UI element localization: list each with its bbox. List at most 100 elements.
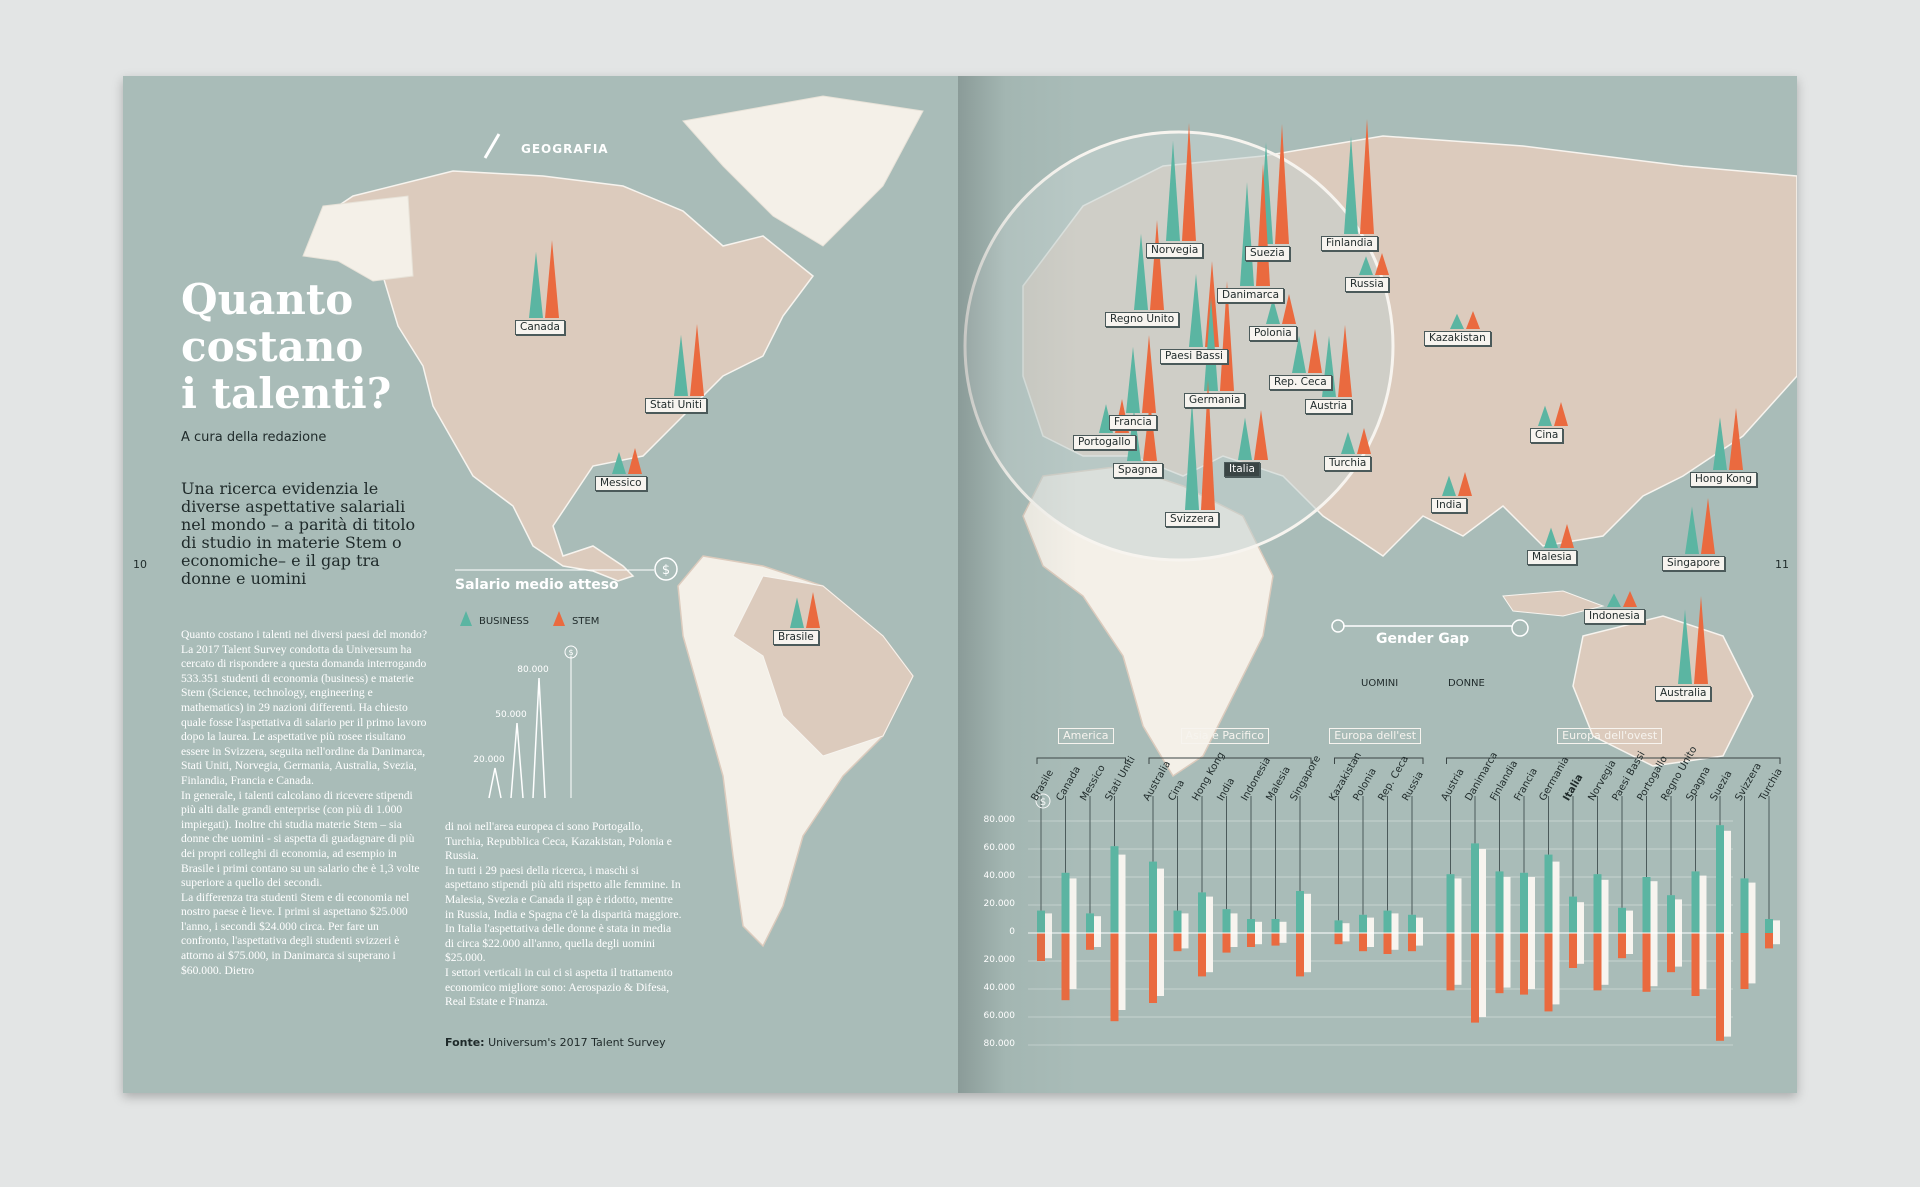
business-spike: [1134, 233, 1148, 310]
bar-stem-men: [1593, 933, 1602, 991]
bar-stem-women: [1230, 933, 1238, 947]
country-label: Paesi Bassi: [1160, 349, 1228, 364]
bar-stem-women: [1528, 933, 1535, 989]
bar-stem-women: [1503, 933, 1511, 988]
bar-business-men: [1359, 914, 1367, 933]
magazine-spread: $ $ 20.000 50.000 80.000 $ GEOGRAFIA Quanto…: [123, 76, 1797, 1093]
country-label: Turchia: [1324, 456, 1372, 471]
country-label: Kazakistan: [1424, 331, 1491, 346]
svg-text:$: $: [662, 563, 670, 578]
bar-stem-men: [1037, 933, 1045, 961]
bar-stem-men: [1618, 933, 1626, 959]
north-america-landmass: [322, 170, 815, 582]
region-label: Asia e Pacifico: [1180, 728, 1270, 744]
bar-business-women: [1416, 917, 1423, 933]
bar-stem-women: [1206, 933, 1213, 973]
business-spike: [1266, 298, 1280, 324]
page-number-right: 11: [1775, 558, 1789, 571]
business-spike: [1607, 593, 1621, 607]
bar-business-men: [1408, 914, 1416, 933]
business-spike: [1450, 313, 1464, 329]
stem-spike: [1205, 261, 1219, 347]
bar-business-men: [1667, 895, 1675, 933]
business-spike: [1292, 335, 1306, 373]
bar-business-women: [1304, 893, 1311, 933]
bar-stem-men: [1271, 933, 1280, 946]
bar-stem-women: [1577, 933, 1584, 964]
bar-business-men: [1173, 910, 1182, 933]
business-spike: [1344, 136, 1358, 234]
bar-stem-men: [1716, 933, 1724, 1041]
y-tick-label: 20.000: [983, 955, 1016, 965]
scale-spike: [488, 767, 502, 799]
country-label: Russia: [1345, 277, 1389, 292]
y-tick-label: 20.000: [983, 899, 1016, 909]
scale-tick-label: 50.000: [495, 710, 527, 720]
business-spike: [529, 251, 543, 318]
country-label: Rep. Ceca: [1269, 375, 1332, 390]
region-bracket: [1148, 757, 1312, 764]
spine-shadow: [958, 76, 1078, 1093]
business-spike: [1126, 346, 1140, 413]
region-bracket: [1446, 757, 1781, 764]
business-spike: [1442, 475, 1456, 496]
gender-gap-chart: $: [1028, 757, 1781, 1046]
bar-stem-women: [1255, 933, 1262, 945]
y-tick-label: 40.000: [983, 871, 1016, 881]
bar-business-women: [1479, 849, 1486, 933]
bar-stem-women: [1069, 933, 1077, 989]
bar-business-men: [1086, 913, 1094, 933]
chart-dollar-glyph: $: [1040, 797, 1046, 808]
stem-legend-label: STEM: [572, 616, 600, 627]
bar-stem-men: [1359, 933, 1367, 952]
bar-stem-women: [1367, 933, 1374, 947]
country-label: Indonesia: [1584, 609, 1645, 624]
country-label: Spagna: [1113, 463, 1163, 478]
business-spike: [674, 334, 688, 396]
subtitle: Una ricerca evidenzia le diverse aspetta…: [181, 479, 416, 588]
alaska-landmass: [302, 195, 414, 282]
stem-spike: [1729, 408, 1743, 470]
bar-business-men: [1569, 896, 1577, 933]
bar-business-women: [1503, 877, 1511, 933]
body-text-column-2: di noi nell'area europea ci sono Portoga…: [445, 820, 682, 1009]
bar-business-men: [1618, 907, 1626, 933]
bar-stem-men: [1446, 933, 1455, 991]
bar-business-men: [1198, 892, 1206, 933]
bar-stem-men: [1691, 933, 1700, 996]
bar-business-women: [1577, 902, 1584, 933]
indonesia-landmass: [1502, 590, 1605, 617]
bar-business-men: [1334, 920, 1343, 933]
stem-spike: [1201, 380, 1215, 510]
business-spike: [1544, 527, 1558, 548]
scale-tick-label: 20.000: [473, 755, 505, 765]
region-bracket: [1334, 757, 1424, 764]
stem-spike: [1701, 498, 1715, 554]
bar-stem-women: [1391, 933, 1399, 950]
country-label: Australia: [1655, 686, 1712, 701]
bar-stem-women: [1342, 933, 1350, 942]
business-spike: [1678, 609, 1692, 684]
bar-business-women: [1454, 878, 1462, 933]
world-map: $ $ 20.000 50.000 80.000 $: [302, 95, 1797, 1046]
stem-spike: [806, 592, 820, 628]
y-tick-label: 0: [1009, 927, 1015, 937]
country-label: Svizzera: [1165, 512, 1220, 527]
bar-business-men: [1642, 877, 1651, 933]
stem-legend-icon: [553, 611, 565, 626]
bar-stem-men: [1198, 933, 1206, 977]
country-label: Germania: [1184, 393, 1246, 408]
bar-stem-women: [1601, 933, 1609, 985]
stem-spike: [690, 324, 704, 396]
country-label: Norvegia: [1146, 243, 1204, 258]
bar-stem-men: [1061, 933, 1070, 1001]
bar-business-women: [1626, 910, 1633, 933]
bar-business-men: [1061, 872, 1070, 933]
bar-business-women: [1094, 916, 1101, 933]
country-label: Hong Kong: [1690, 472, 1758, 487]
bar-business-men: [1247, 919, 1255, 933]
region-bracket: [1036, 757, 1126, 764]
bar-stem-women: [1045, 933, 1052, 959]
bar-business-men: [1520, 872, 1528, 933]
bar-business-men: [1383, 910, 1392, 933]
